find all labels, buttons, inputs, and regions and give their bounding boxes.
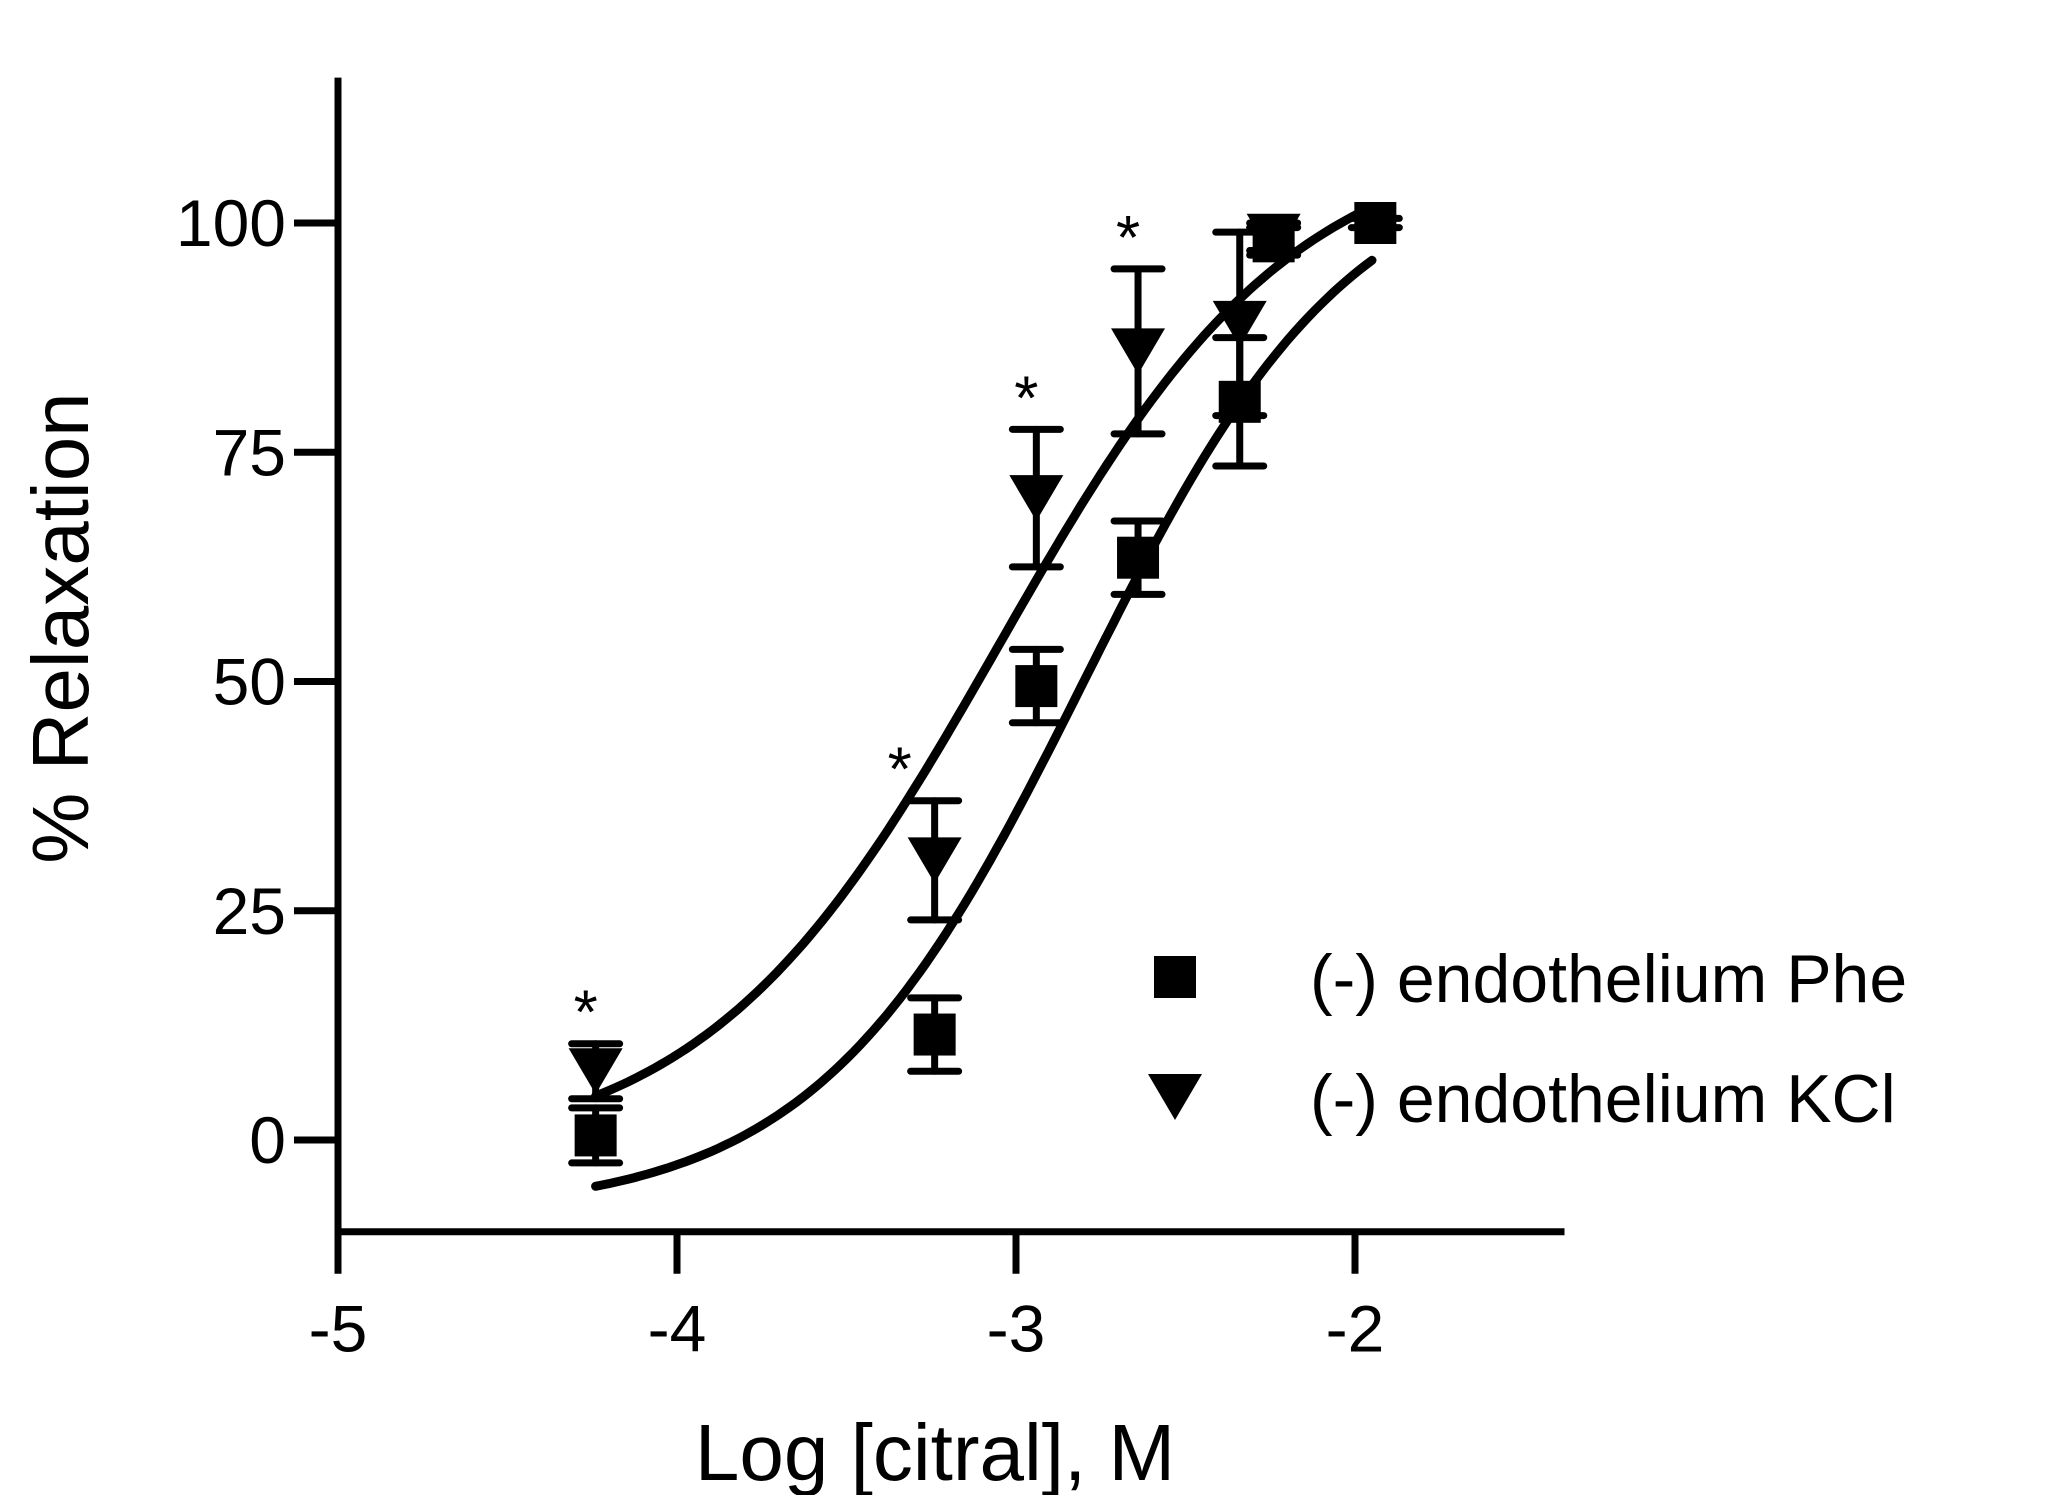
x-tick-label: -4	[648, 1292, 707, 1366]
data-point-kcl	[907, 837, 962, 884]
x-tick-label: -2	[1326, 1292, 1385, 1366]
legend: (-) endothelium Phe (-) endothelium KCl	[1148, 941, 1907, 1137]
y-axis-title: % Relaxation	[16, 392, 105, 863]
data-point-phe	[1354, 202, 1397, 244]
data-point-kcl	[1009, 475, 1064, 522]
significance-star: *	[1014, 364, 1038, 433]
data-point-phe	[1117, 536, 1160, 579]
axes: 0 25 50 75 100 -5 -4 -3 -2 Log [citral], M % Relax…	[16, 77, 1565, 1495]
data-point-kcl	[1246, 213, 1301, 260]
data-point-phe	[913, 1013, 956, 1056]
legend-marker-phe	[1154, 956, 1196, 998]
y-tick-label: 75	[213, 415, 286, 489]
x-axis-title: Log [citral], M	[695, 1408, 1175, 1495]
x-tick-label: -3	[987, 1292, 1046, 1366]
data-point-phe	[1015, 665, 1058, 708]
y-tick-label: 50	[213, 645, 286, 719]
x-tick-label: -5	[309, 1292, 368, 1366]
y-tick-label: 100	[176, 186, 286, 260]
data-point-kcl	[568, 1048, 623, 1095]
data-point-phe	[574, 1114, 617, 1157]
legend-label-phe: (-) endothelium Phe	[1310, 941, 1907, 1017]
legend-marker-kcl	[1148, 1074, 1202, 1120]
significance-star: *	[1116, 204, 1140, 273]
fitted-curves	[591, 202, 1377, 1191]
significance-star: *	[574, 979, 598, 1048]
y-tick-label: 0	[249, 1103, 286, 1177]
y-tick-label: 25	[213, 874, 286, 948]
legend-label-kcl: (-) endothelium KCl	[1310, 1061, 1896, 1137]
data-points: * * * *	[568, 202, 1403, 1167]
data-point-kcl	[1212, 300, 1267, 347]
data-point-kcl	[1111, 328, 1166, 375]
significance-star: *	[888, 736, 912, 805]
